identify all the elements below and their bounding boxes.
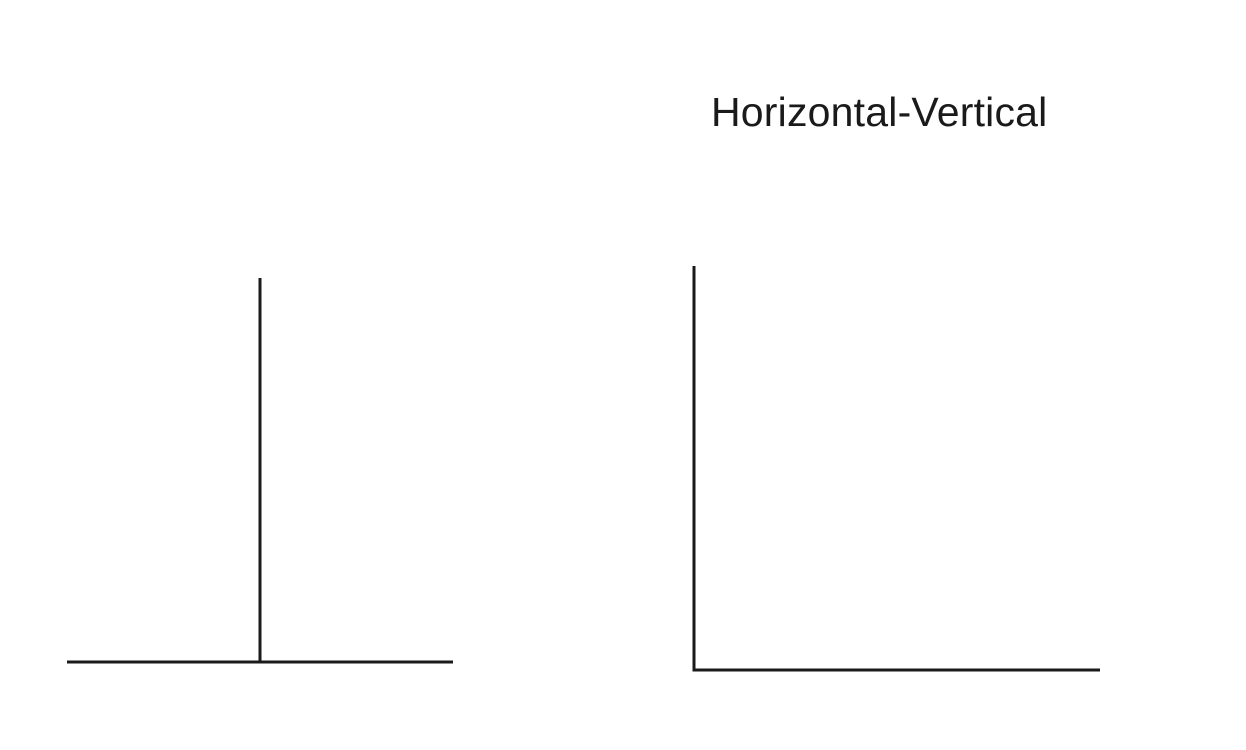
inverted-t-figure	[67, 278, 453, 664]
l-figure	[692, 266, 1100, 672]
illusion-title: Horizontal-Vertical	[711, 89, 1048, 135]
